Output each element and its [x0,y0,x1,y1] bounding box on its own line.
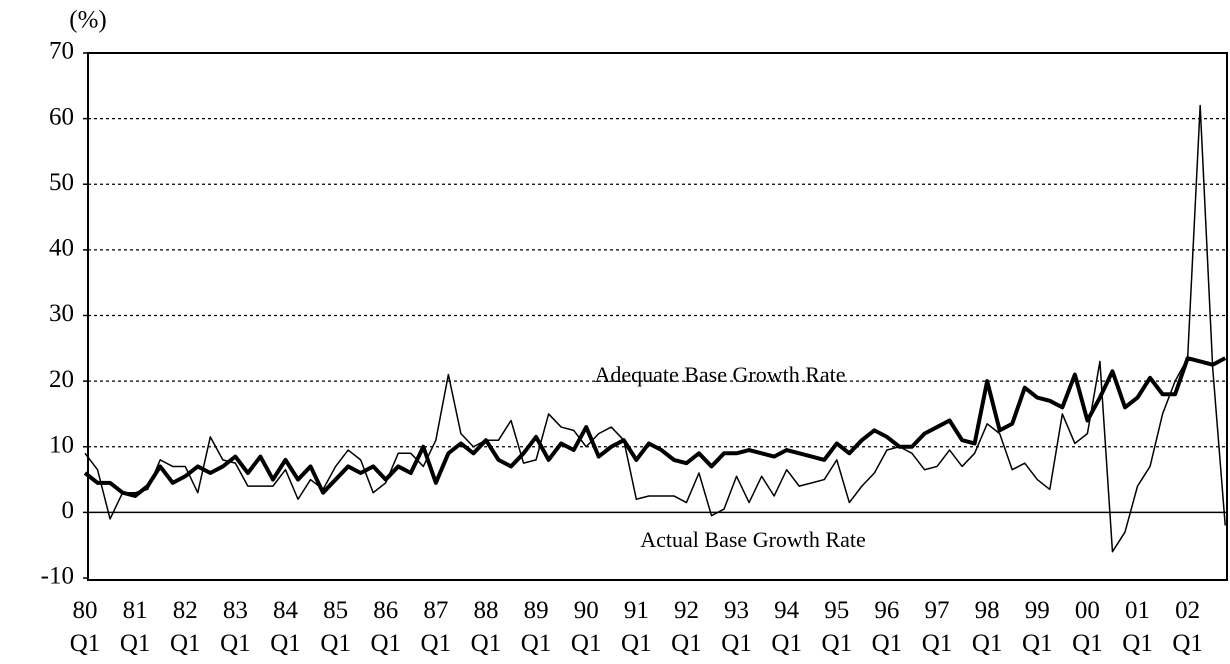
annotation: Adequate Base Growth Rate [594,362,845,387]
x-tick-label: 94 Q1 [771,597,802,657]
x-tick-label: 84 Q1 [270,597,301,657]
y-tick-label: 20 [49,366,74,393]
x-tick-label: 91 Q1 [621,597,652,657]
y-tick-label: 50 [49,169,74,196]
x-tick-label: 00 Q1 [1072,597,1103,657]
x-tick-label: 82 Q1 [169,597,201,657]
x-tick-label: 98 Q1 [971,597,1003,657]
y-tick-label: 30 [49,300,74,327]
y-tick-label: 10 [49,431,74,458]
series-line [84,104,1226,553]
x-tick-label: 02 Q1 [1172,597,1203,657]
x-tick-label: 95 Q1 [821,597,853,657]
plot-frame [87,52,1228,581]
x-tick-label: 88 Q1 [470,597,502,657]
annotation: Actual Base Growth Rate [640,527,865,552]
x-tick-label: 99 Q1 [1021,597,1053,657]
y-tick-label: 70 [49,38,74,65]
y-tick-label: 40 [49,235,74,262]
y-tick-label: 60 [49,103,74,130]
x-tick-label: 93 Q1 [721,597,752,657]
x-tick-label: 87 Q1 [420,597,452,657]
x-tick-label: 97 Q1 [921,597,953,657]
y-unit: (%) [69,7,106,34]
x-tick-label: 80 Q1 [69,597,101,657]
y-tick-label: -10 [41,563,74,590]
x-tick-label: 01 Q1 [1122,597,1153,657]
x-tick-label: 81 Q1 [119,597,151,657]
y-tick-label: 0 [62,497,75,524]
series-line [83,356,1227,498]
x-tick-label: 90 Q1 [570,597,602,657]
x-tick-label: 89 Q1 [520,597,552,657]
x-tick-label: 86 Q1 [370,597,401,657]
x-tick-label: 83 Q1 [220,597,251,657]
x-tick-label: 96 Q1 [871,597,903,657]
x-tick-label: 92 Q1 [671,597,702,657]
x-tick-label: 85 Q1 [320,597,351,657]
